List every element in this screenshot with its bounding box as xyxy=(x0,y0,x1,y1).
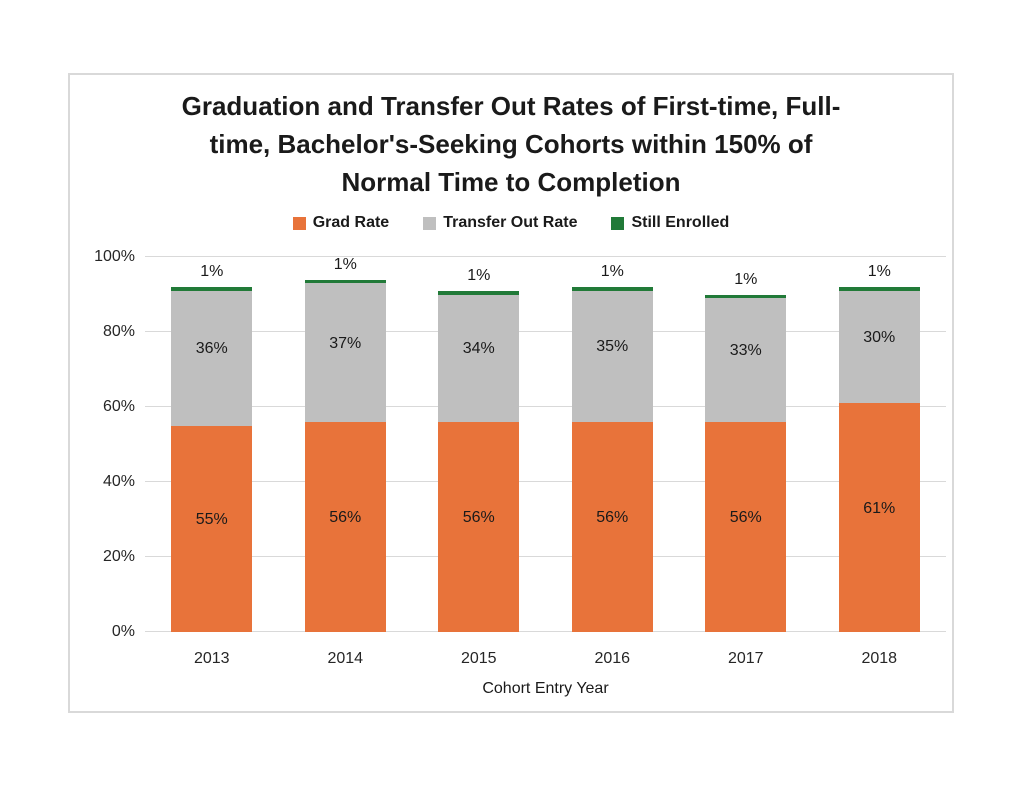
data-label-grad-rate-2014: 56% xyxy=(329,509,362,526)
bar-2016: 56% 35% 1% xyxy=(571,257,653,632)
bar-2018: 61% 30% 1% xyxy=(838,257,920,632)
chart-title-line-2: time, Bachelor's-Seeking Cohorts within … xyxy=(209,129,813,159)
data-label-still-enrolled-2017: 1% xyxy=(734,270,758,288)
data-label-transfer-out-rate-2013: 36% xyxy=(195,340,228,358)
chart-title-line-3: Normal Time to Completion xyxy=(341,167,681,197)
data-label-still-enrolled-2013: 1% xyxy=(200,263,224,280)
bar-segment-still-enrolled-2013 xyxy=(171,287,253,291)
data-label-still-enrolled-2015: 1% xyxy=(467,266,491,284)
data-label-grad-rate-2018: 61% xyxy=(863,499,896,517)
bar-segment-transfer-out-rate-2017 xyxy=(705,298,787,422)
plot-area: 0% 20% 40% 60% 80% 100% 2013 55% 36% 1% 2014 56% 37%… xyxy=(94,248,946,667)
data-label-grad-rate-2013: 55% xyxy=(195,510,228,528)
bar-2014: 56% 37% 1% xyxy=(304,255,386,632)
y-axis-tick-label: 100% xyxy=(94,248,135,265)
bar-segment-transfer-out-rate-2013 xyxy=(171,290,253,426)
bar-segment-still-enrolled-2018 xyxy=(838,287,920,291)
data-label-still-enrolled-2018: 1% xyxy=(867,263,891,280)
legend-label: Transfer Out Rate xyxy=(443,214,578,231)
gridline-60 xyxy=(145,406,946,407)
x-axis-title: Cohort Entry Year xyxy=(482,680,609,697)
data-label-grad-rate-2017: 56% xyxy=(729,509,762,526)
x-axis-tick-label-2014: 2014 xyxy=(327,650,364,667)
bar-2013: 55% 36% 1% xyxy=(171,257,253,632)
bar-segment-grad-rate-2016 xyxy=(571,422,653,632)
data-label-still-enrolled-2016: 1% xyxy=(600,263,624,280)
bar-segment-grad-rate-2018 xyxy=(838,403,920,632)
y-axis-tick-label: 0% xyxy=(111,623,135,640)
data-label-transfer-out-rate-2014: 37% xyxy=(329,334,362,352)
data-label-grad-rate-2015: 56% xyxy=(462,509,495,526)
y-axis-tick-label: 80% xyxy=(102,323,135,340)
legend-label: Still Enrolled xyxy=(631,214,730,231)
chart-legend: Grad Rate Transfer Out Rate Still Enrolled xyxy=(70,214,952,232)
chart-title-line-1: Graduation and Transfer Out Rates of Fir… xyxy=(181,91,841,121)
y-axis-tick-label: 60% xyxy=(102,398,135,415)
data-label-transfer-out-rate-2018: 30% xyxy=(863,329,896,346)
legend-item-transfer-out-rate: Transfer Out Rate xyxy=(423,214,577,232)
legend-item-grad-rate: Grad Rate xyxy=(292,214,390,232)
x-axis-tick-label-2015: 2015 xyxy=(460,650,497,667)
bar-segment-transfer-out-rate-2015 xyxy=(438,294,520,422)
bar-segment-still-enrolled-2014 xyxy=(304,279,386,284)
data-label-transfer-out-rate-2015: 34% xyxy=(462,340,495,358)
bar-segment-grad-rate-2015 xyxy=(438,422,520,632)
bar-segment-transfer-out-rate-2016 xyxy=(571,290,653,422)
bar-segment-grad-rate-2013 xyxy=(171,425,253,632)
bar-2017: 56% 33% 1% xyxy=(705,257,787,632)
x-axis-tick-label-2013: 2013 xyxy=(193,650,230,667)
legend-item-still-enrolled: Still Enrolled xyxy=(611,214,729,232)
data-label-transfer-out-rate-2017: 33% xyxy=(729,342,762,360)
bar-segment-grad-rate-2017 xyxy=(705,422,787,632)
legend-swatch-icon xyxy=(423,216,437,230)
bar-segment-transfer-out-rate-2018 xyxy=(838,290,920,404)
bar-segment-transfer-out-rate-2014 xyxy=(304,283,386,422)
bar-segment-still-enrolled-2017 xyxy=(705,294,787,299)
chart-container: Graduation and Transfer Out Rates of Fir… xyxy=(68,73,954,713)
bar-segment-grad-rate-2014 xyxy=(304,422,386,632)
data-label-still-enrolled-2014: 1% xyxy=(333,255,357,273)
y-axis-tick-label: 40% xyxy=(102,473,135,490)
data-label-grad-rate-2016: 56% xyxy=(596,509,629,526)
y-axis-tick-label: 20% xyxy=(102,548,135,565)
x-axis-tick-label-2018: 2018 xyxy=(861,650,898,667)
x-axis-tick-label-2017: 2017 xyxy=(727,650,764,667)
legend-label: Grad Rate xyxy=(312,214,390,231)
gridline-80 xyxy=(145,331,946,332)
gridline-20 xyxy=(145,556,946,557)
legend-swatch-icon xyxy=(292,216,306,230)
legend-swatch-icon xyxy=(611,216,625,230)
gridline-40 xyxy=(145,481,946,482)
bar-2015: 56% 34% 1% xyxy=(438,257,520,632)
data-label-transfer-out-rate-2016: 35% xyxy=(596,338,629,356)
gridline-100 xyxy=(145,256,946,257)
x-axis-tick-label-2016: 2016 xyxy=(594,650,631,667)
chart-title: Graduation and Transfer Out Rates of Fir… xyxy=(110,87,912,201)
bar-segment-still-enrolled-2015 xyxy=(438,290,520,295)
gridline-0 xyxy=(145,631,946,632)
bar-segment-still-enrolled-2016 xyxy=(571,287,653,291)
